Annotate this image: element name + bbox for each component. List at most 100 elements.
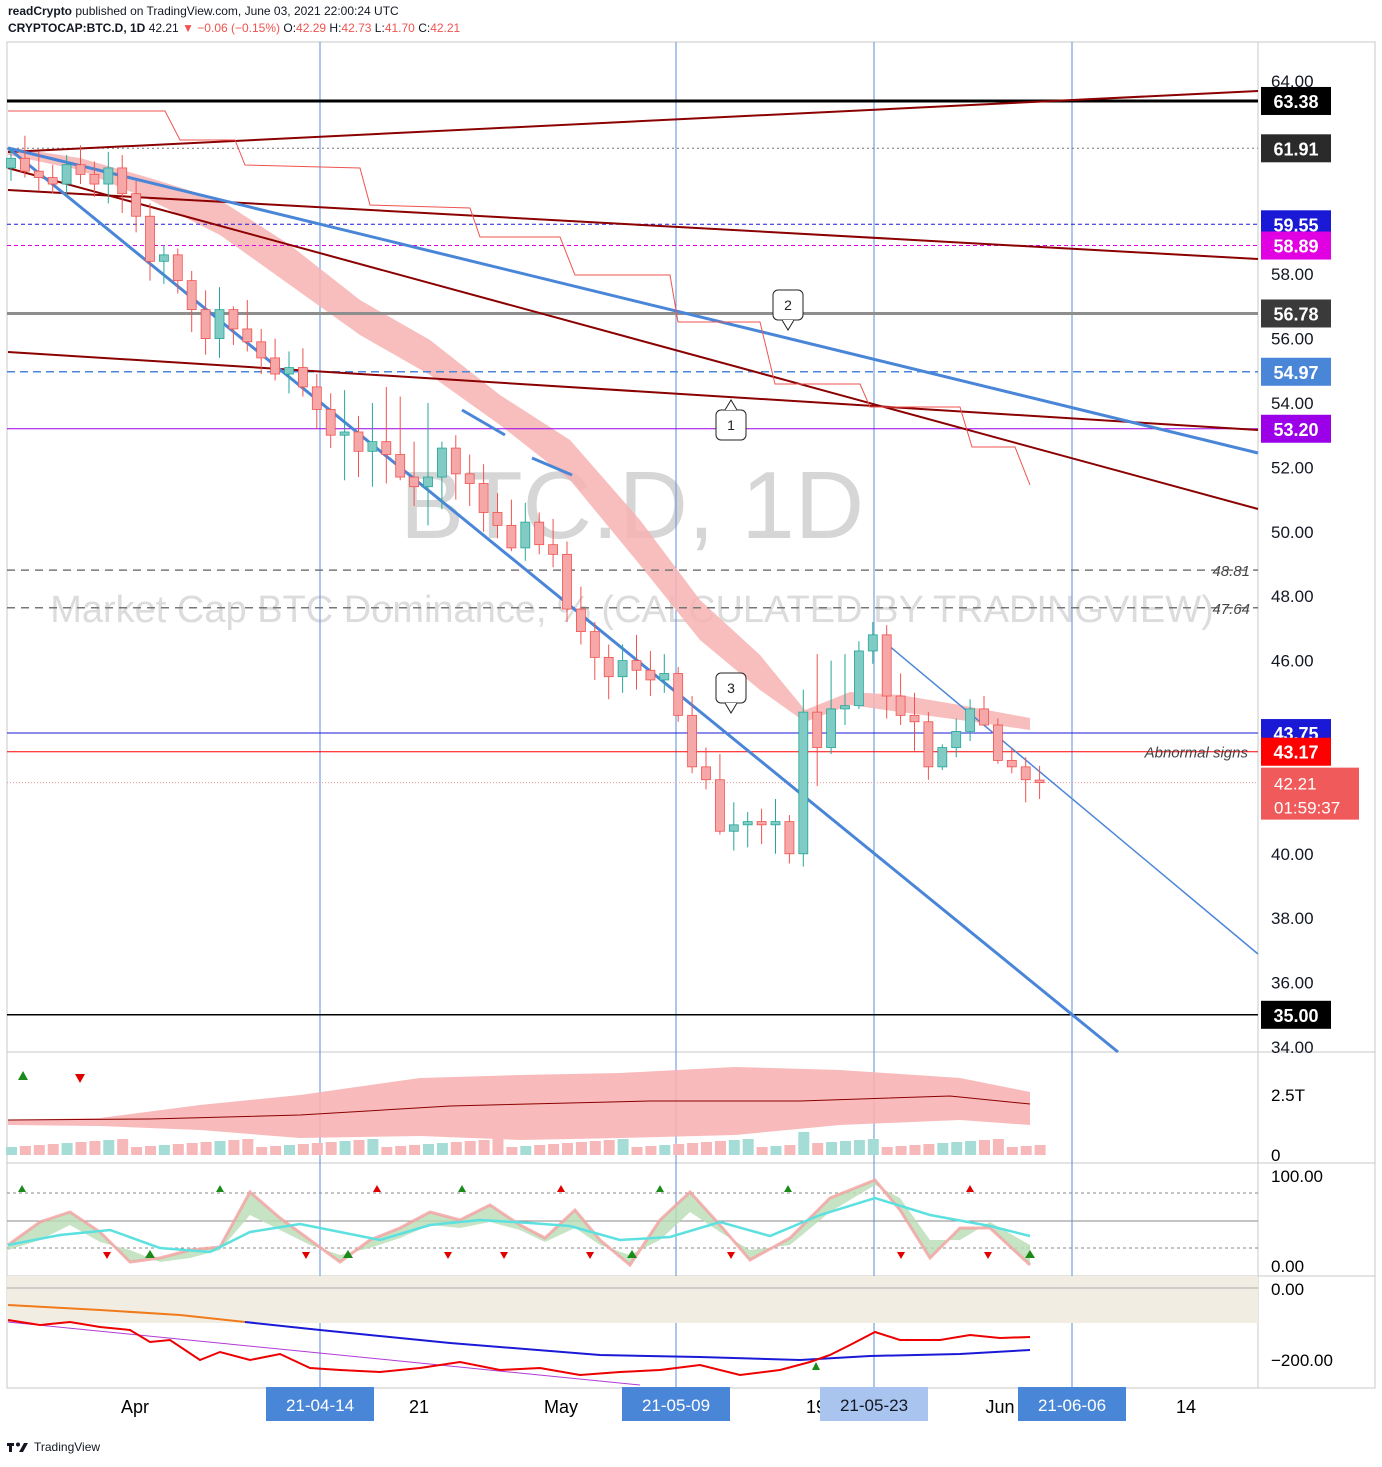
candle-body xyxy=(548,544,558,555)
down-signal-icon xyxy=(727,1252,735,1259)
trend-line xyxy=(7,167,1259,510)
up-signal-icon xyxy=(1025,1250,1035,1258)
level-label: 48.81 xyxy=(1212,563,1250,580)
volume-bar xyxy=(478,1140,490,1155)
volume-bar xyxy=(19,1146,31,1155)
price-badge xyxy=(1261,1000,1331,1029)
lower-ma-blue xyxy=(244,1321,1031,1362)
publish-info: readCrypto published on TradingView.com,… xyxy=(8,4,399,18)
change-value: −0.06 (−0.15%) xyxy=(197,21,281,35)
up-signal-icon xyxy=(812,1362,820,1370)
volume-bar xyxy=(1020,1146,1032,1155)
candle-body xyxy=(603,656,614,678)
volume-bar xyxy=(534,1145,546,1155)
lower-tick: 0.00 xyxy=(1271,1280,1304,1299)
volume-bar xyxy=(117,1139,129,1155)
up-signal-icon xyxy=(343,1250,353,1258)
volume-bar xyxy=(812,1143,824,1155)
tradingview-footer[interactable]: TradingView xyxy=(6,1440,100,1454)
candle-body xyxy=(701,766,711,781)
price-badge xyxy=(1261,737,1331,766)
candle-body xyxy=(854,650,864,707)
down-signal-icon xyxy=(103,1252,111,1259)
candle-body xyxy=(923,721,934,768)
candle-body xyxy=(951,731,962,748)
price-tick: 46.00 xyxy=(1271,652,1314,671)
candle-body xyxy=(867,634,878,652)
volume-bar xyxy=(172,1144,184,1155)
candle-body xyxy=(840,705,850,710)
price-badge xyxy=(1261,299,1331,328)
down-signal-icon xyxy=(586,1252,594,1259)
trend-line xyxy=(7,146,1259,455)
volume-bar xyxy=(770,1146,782,1155)
up-signal-icon xyxy=(373,1185,381,1192)
candle-body xyxy=(881,634,892,697)
candle-body xyxy=(75,164,86,175)
price-tick: 36.00 xyxy=(1271,974,1314,993)
date-badge-label: 21-05-09 xyxy=(642,1396,710,1415)
volume-bar xyxy=(186,1143,198,1155)
price-tick: 48.00 xyxy=(1271,587,1314,606)
candle-body xyxy=(520,521,531,549)
price-tick: 58.00 xyxy=(1271,265,1314,284)
abnormal-signs-label: Abnormal signs xyxy=(1144,745,1249,762)
price-badge xyxy=(1261,231,1331,260)
candle-body xyxy=(798,711,809,855)
volume-bar xyxy=(297,1144,309,1155)
price-badge-label: 35.00 xyxy=(1273,1006,1318,1026)
candle-body xyxy=(895,695,906,716)
volume-bar xyxy=(714,1141,726,1155)
candle-body xyxy=(228,309,239,330)
close-value: 42.21 xyxy=(430,21,461,35)
callout-label: 1 xyxy=(727,417,735,433)
candle-body xyxy=(589,631,600,658)
volume-bar xyxy=(826,1142,838,1155)
close-label: C: xyxy=(418,21,431,35)
date-badge-label: 21-04-14 xyxy=(286,1396,354,1415)
candle-body xyxy=(965,708,975,732)
up-signal-icon xyxy=(656,1185,664,1192)
candle-body xyxy=(214,309,225,339)
time-tick: 14 xyxy=(1176,1397,1196,1417)
candle-body xyxy=(478,483,489,513)
price-badge-label: 63.38 xyxy=(1273,92,1318,112)
open-label: O: xyxy=(283,21,297,35)
change-arrow: ▼ xyxy=(182,21,194,35)
down-signal-icon xyxy=(984,1252,992,1259)
high-value: 42.73 xyxy=(341,21,372,35)
price-tick: 56.00 xyxy=(1271,330,1314,349)
candle-body xyxy=(450,447,461,475)
volume-bar xyxy=(395,1146,407,1155)
symbol-label[interactable]: CRYPTOCAP:BTC.D, 1D xyxy=(8,21,146,35)
trend-line xyxy=(7,90,1259,153)
trend-segment xyxy=(531,456,573,477)
candle-body xyxy=(172,254,183,282)
volume-bar xyxy=(575,1142,587,1155)
candle-body xyxy=(6,157,16,169)
candle-body xyxy=(909,714,920,723)
volume-bar xyxy=(617,1139,629,1155)
tradingview-brand: TradingView xyxy=(34,1440,101,1454)
candle-body xyxy=(937,747,948,768)
price-tick: 34.00 xyxy=(1271,1038,1314,1057)
callout-2: 2 xyxy=(772,289,804,331)
lower-trend xyxy=(7,1321,641,1386)
volume-tick: 0 xyxy=(1271,1146,1280,1165)
volume-bar xyxy=(853,1140,865,1155)
candle-body xyxy=(576,608,586,633)
candle-body xyxy=(728,824,739,832)
candle-body xyxy=(770,821,781,826)
ohlc-legend: CRYPTOCAP:BTC.D, 1D 42.21 ▼ −0.06 (−0.15… xyxy=(8,21,460,35)
up-signal-icon xyxy=(216,1185,224,1192)
candle-body xyxy=(186,280,197,311)
volume-bar xyxy=(603,1140,615,1155)
price-badge-label: 59.55 xyxy=(1273,215,1318,235)
candle-body xyxy=(631,660,642,671)
volume-bar xyxy=(423,1144,434,1155)
candle-body xyxy=(367,441,378,452)
last-price-label: 42.21 xyxy=(1274,775,1317,794)
price-tick: 52.00 xyxy=(1271,458,1314,477)
candle-body xyxy=(645,669,656,681)
